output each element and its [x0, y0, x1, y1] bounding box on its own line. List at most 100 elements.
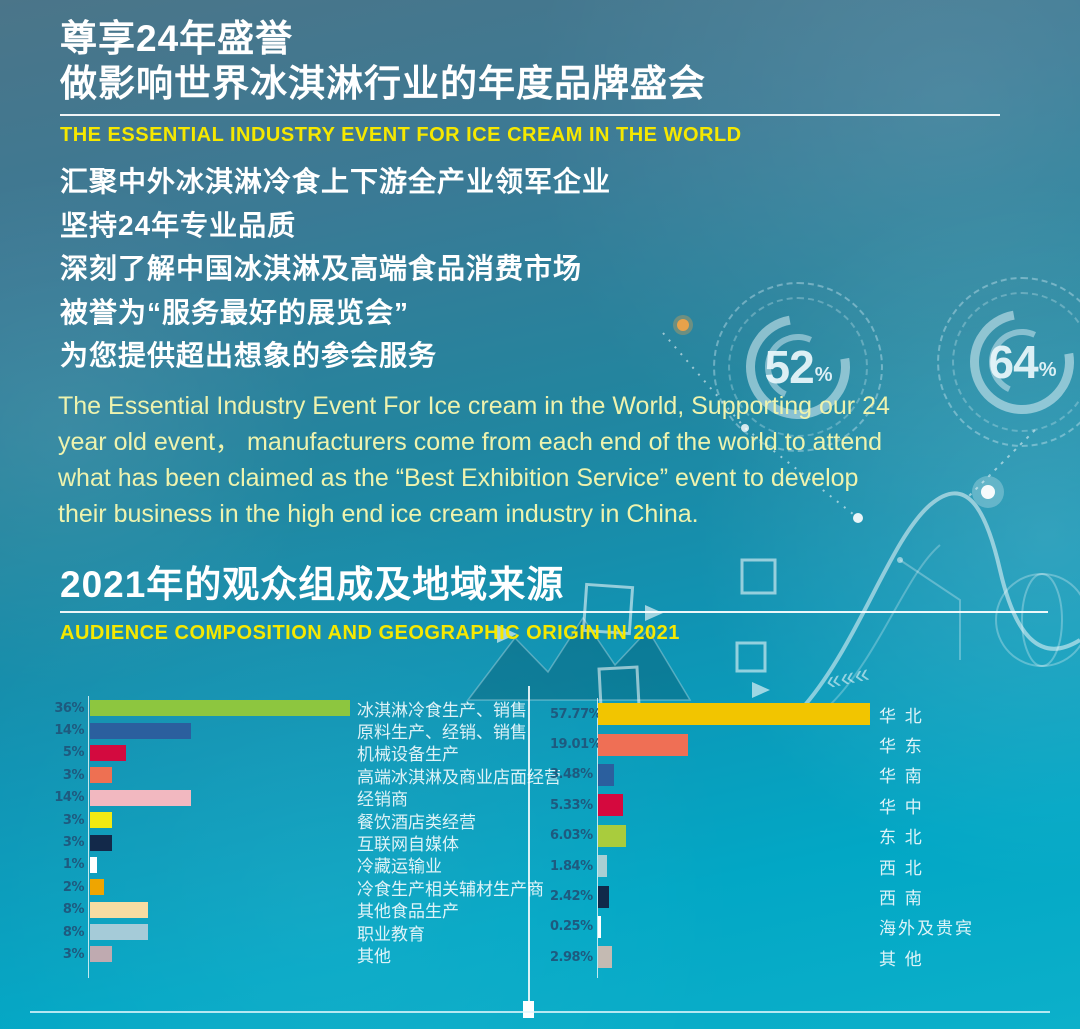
key-point-line: 为您提供超出想象的参会服务: [60, 340, 438, 371]
main-title-line2: 做影响世界冰淇淋行业的年度品牌盛会: [60, 63, 706, 104]
charts-center-divider: [528, 686, 530, 1006]
glow-dot: [981, 485, 995, 499]
bar-category-label: 互联网自媒体: [357, 835, 459, 855]
bar: [90, 924, 148, 941]
bar-category-label: 西 北: [879, 858, 924, 878]
chart-row: 36% 冰淇淋冷食生产、销售: [50, 697, 561, 720]
bar: [598, 946, 613, 969]
right-chart-axis: [597, 698, 598, 978]
chart-row: 3.48% 华 南: [550, 760, 974, 790]
bar-category-label: 海外及贵宾: [879, 919, 974, 939]
bar-category-label: 冷藏运输业: [357, 857, 442, 877]
section2-title: 2021年的观众组成及地域来源: [60, 564, 565, 605]
bar: [90, 901, 148, 918]
chart-row: 3% 其他: [50, 943, 561, 966]
bar-track: [90, 901, 352, 918]
bar-value-label: 5%: [62, 745, 85, 761]
bar-value-label: 14%: [54, 723, 84, 739]
bar-track: [598, 763, 874, 786]
chart-row: 1% 冷藏运输业: [50, 854, 561, 876]
bar-category-label: 其他: [357, 947, 391, 966]
bar-track: [90, 789, 352, 806]
bar-value-label: 19.01%: [550, 737, 602, 753]
chart-row: 2% 冷食生产相关辅材生产商: [50, 876, 561, 899]
english-paragraph: The Essential Industry Event For Ice cre…: [58, 392, 890, 528]
bar-category-label: 东 北: [879, 828, 924, 848]
bar-category-label: 冷食生产相关辅材生产商: [357, 879, 544, 899]
bar: [90, 812, 112, 829]
bar-value-label: 3%: [62, 767, 85, 783]
orange-node-dot: [677, 319, 689, 331]
chart-row: 5.33% 华 中: [550, 790, 974, 820]
bar: [598, 703, 871, 726]
bar-track: [598, 703, 874, 726]
bar-track: [598, 824, 874, 847]
bar-track: [90, 946, 352, 963]
bar: [598, 763, 615, 786]
bar-category-label: 原料生产、经销、销售: [357, 723, 527, 743]
bar-value-label: 3%: [62, 812, 85, 828]
bar: [90, 700, 350, 717]
bar: [598, 794, 624, 817]
chart-row: 5% 机械设备生产: [50, 742, 561, 764]
chart-row: 14% 经销商: [50, 787, 561, 809]
chart-row: 1.84% 西 北: [550, 851, 974, 881]
bar: [90, 789, 192, 806]
orange-node-glow: [673, 315, 693, 335]
section2-english-subtitle: AUDIENCE COMPOSITION AND GEOGRAPHIC ORIG…: [60, 622, 680, 644]
bar: [598, 855, 607, 878]
bar-category-label: 机械设备生产: [357, 745, 459, 765]
bar-category-label: 华 东: [879, 737, 924, 757]
bar-track: [598, 855, 874, 878]
bar-value-label: 0.25%: [550, 919, 593, 935]
chevron-decoration: «««: [823, 658, 872, 696]
bar: [90, 722, 192, 739]
bar: [598, 733, 688, 756]
key-point-line: 汇聚中外冰淇淋冷食上下游全产业领军企业: [60, 166, 612, 197]
bar-category-label: 其他食品生产: [357, 902, 459, 922]
bar-value-label: 57.77%: [550, 706, 602, 722]
bar: [90, 767, 112, 784]
bar-category-label: 西 南: [879, 889, 924, 909]
bar: [598, 915, 601, 938]
bar-category-label: 经销商: [357, 790, 408, 810]
wave-line-echo: [829, 544, 941, 706]
audience-composition-chart: 36% 冰淇淋冷食生产、销售 14% 原料生产、经销、销售 5% 机械设备生产 3% 高端冰淇…: [50, 697, 561, 966]
bar-value-label: 36%: [54, 700, 84, 716]
bar-value-label: 6.03%: [550, 828, 593, 844]
bar-category-label: 餐饮酒店类经营: [357, 812, 476, 832]
bar-track: [598, 915, 874, 938]
bar-value-label: 8%: [62, 902, 85, 918]
chart-row: 14% 原料生产、经销、销售: [50, 719, 561, 743]
bar-track: [598, 885, 874, 908]
divider-end-marker: [523, 1001, 534, 1018]
bar-track: [90, 812, 352, 829]
bar-value-label: 3%: [62, 946, 85, 962]
chart-row: 8% 其他食品生产: [50, 899, 561, 921]
chart-row: 3% 餐饮酒店类经营: [50, 809, 561, 832]
key-point-line: 被誉为“服务最好的展览会”: [60, 296, 410, 328]
chart-row: 8% 职业教育: [50, 921, 561, 944]
gauge-64: 64 %: [937, 277, 1080, 447]
chart-row: 3% 高端冰淇淋及商业店面经营: [50, 764, 561, 787]
english-subtitle: THE ESSENTIAL INDUSTRY EVENT FOR ICE CRE…: [60, 124, 742, 146]
key-points-list: 汇聚中外冰淇淋冷食上下游全产业领军企业 坚持24年专业品质 深刻了解中国冰淇淋及高端…: [60, 160, 611, 378]
bar-category-label: 华 南: [879, 767, 924, 787]
gauge-value: 64 %: [937, 277, 1080, 447]
geographic-origin-chart: 57.77% 华 北 19.01% 华 东 3.48% 华 南 5.33% 华 中 6.03% 东…: [550, 699, 974, 973]
main-title-line1: 尊享24年盛誉: [60, 18, 294, 59]
circuit-globe: [899, 559, 1080, 667]
bar-category-label: 华 中: [879, 797, 924, 817]
bar-track: [90, 722, 352, 739]
chart-row: 2.42% 西 南: [550, 881, 974, 911]
bar-category-label: 冰淇淋冷食生产、销售: [357, 700, 527, 720]
chart-row: 6.03% 东 北: [550, 821, 974, 851]
bar-track: [90, 856, 352, 873]
chart-row: 3% 互联网自媒体: [50, 831, 561, 855]
bar: [598, 824, 627, 847]
bar-value-label: 8%: [62, 924, 85, 940]
bar-value-label: 1%: [62, 857, 85, 873]
bar: [90, 946, 112, 963]
main-title: 尊享24年盛誉 做影响世界冰淇淋行业的年度品牌盛会: [60, 16, 706, 106]
